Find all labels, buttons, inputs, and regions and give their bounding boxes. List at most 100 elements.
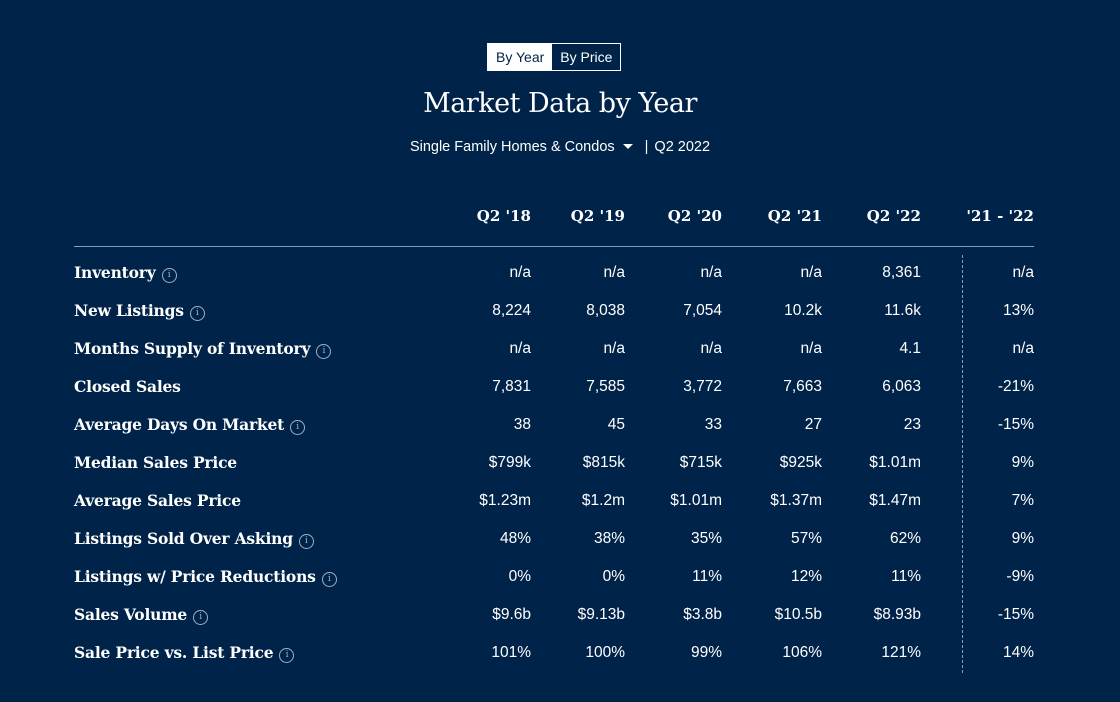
change-cell: -15% (997, 606, 1034, 623)
row-label: Average Sales Price (74, 488, 241, 514)
value-cell: 7,585 (586, 378, 625, 395)
value-cell: $9.6b (492, 606, 531, 623)
header-divider (74, 246, 1034, 247)
column-header: Q2 '21 (767, 207, 822, 225)
caret-down-icon (622, 143, 633, 149)
value-cell: $799k (488, 454, 531, 471)
table-row: Average Sales Price $1.23m $1.2m $1.01m $1.3… (0, 488, 1120, 514)
change-cell: -21% (997, 378, 1034, 395)
change-cell: n/a (1012, 264, 1034, 281)
value-cell: $1.37m (770, 492, 822, 509)
change-cell: 9% (1011, 454, 1034, 471)
row-label-text: New Listings (74, 301, 184, 320)
value-cell: 27 (804, 416, 822, 433)
property-type-label: Single Family Homes & Condos (409, 139, 615, 155)
value-cell: 12% (790, 568, 822, 585)
filter-separator: | (644, 139, 649, 155)
row-label: Listings w/ Price Reductions i (74, 564, 337, 590)
row-label: Sales Volume i (74, 602, 209, 628)
row-label-text: Inventory (74, 263, 156, 282)
table-row: Months Supply of Inventory i n/a n/a n/a n/a 4… (0, 336, 1120, 362)
value-cell: 101% (491, 644, 531, 661)
value-cell: $8.93b (873, 606, 921, 623)
row-label-text: Listings Sold Over Asking (74, 529, 293, 548)
period-label: Q2 2022 (654, 139, 711, 155)
table-row: Listings w/ Price Reductions i 0% 0% 11% 12% 1… (0, 564, 1120, 590)
value-cell: 4.1 (899, 340, 921, 357)
table-row: New Listings i 8,224 8,038 7,054 10.2k 11.6k 13… (0, 298, 1120, 324)
table-row: Closed Sales 7,831 7,585 3,772 7,663 6,063 -21… (0, 374, 1120, 400)
value-cell: 35% (690, 530, 722, 547)
value-cell: $10.5b (774, 606, 822, 623)
value-cell: 23 (903, 416, 921, 433)
value-cell: 48% (499, 530, 531, 547)
info-icon[interactable]: i (298, 534, 314, 549)
row-label: Median Sales Price (74, 450, 237, 476)
row-label: Inventory i (74, 260, 177, 286)
filter-bar: Single Family Homes & Condos | Q2 2022 (0, 139, 1120, 155)
value-cell: n/a (603, 264, 625, 281)
info-icon[interactable]: i (193, 610, 209, 625)
info-icon[interactable]: i (316, 344, 332, 359)
by-year-tab[interactable]: By Year (488, 44, 553, 70)
value-cell: 121% (881, 644, 921, 661)
value-cell: 11% (891, 568, 921, 585)
row-label: Sale Price vs. List Price i (74, 640, 295, 666)
column-header: Q2 '20 (667, 207, 722, 225)
value-cell: 7,831 (492, 378, 531, 395)
value-cell: n/a (603, 340, 625, 357)
info-icon[interactable]: i (161, 268, 177, 283)
value-cell: 0% (602, 568, 625, 585)
value-cell: 100% (585, 644, 625, 661)
value-cell: 11.6k (884, 302, 921, 319)
value-cell: 33 (704, 416, 722, 433)
value-cell: $1.01m (670, 492, 722, 509)
row-label: Listings Sold Over Asking i (74, 526, 314, 552)
property-type-dropdown[interactable]: Single Family Homes & Condos (410, 139, 639, 155)
view-toggle: By Year By Price (487, 43, 622, 71)
value-cell: 8,361 (882, 264, 921, 281)
row-label: New Listings i (74, 298, 205, 324)
row-label-text: Closed Sales (74, 377, 181, 396)
change-cell: -9% (1006, 568, 1034, 585)
change-cell: -15% (997, 416, 1034, 433)
column-header: Q2 '18 (476, 207, 531, 225)
change-cell: 13% (1002, 302, 1034, 319)
value-cell: 6,063 (882, 378, 921, 395)
value-cell: 45 (607, 416, 625, 433)
value-cell: 0% (508, 568, 531, 585)
value-cell: 7,054 (683, 302, 722, 319)
table-row: Median Sales Price $799k $815k $715k $925k $1… (0, 450, 1120, 476)
row-label: Months Supply of Inventory i (74, 336, 332, 362)
value-cell: n/a (509, 340, 531, 357)
change-column-divider (962, 255, 963, 673)
value-cell: $815k (582, 454, 625, 471)
row-label: Average Days On Market i (74, 412, 306, 438)
value-cell: 38% (593, 530, 625, 547)
value-cell: $925k (779, 454, 822, 471)
info-icon[interactable]: i (321, 572, 337, 587)
page-title: Market Data by Year (423, 88, 697, 119)
table-row: Sale Price vs. List Price i 101% 100% 99% 106… (0, 640, 1120, 666)
value-cell: 3,772 (683, 378, 722, 395)
value-cell: n/a (509, 264, 531, 281)
row-label-text: Listings w/ Price Reductions (74, 567, 316, 586)
column-header: Q2 '22 (866, 207, 921, 225)
table-row: Average Days On Market i 38 45 33 27 23 -15% (0, 412, 1120, 438)
info-icon[interactable]: i (189, 306, 205, 321)
change-cell: 14% (1002, 644, 1034, 661)
value-cell: 10.2k (784, 302, 822, 319)
value-cell: 38 (513, 416, 531, 433)
row-label-text: Average Days On Market (74, 415, 285, 434)
table-row: Inventory i n/a n/a n/a n/a 8,361 n/a (0, 260, 1120, 286)
table-row: Listings Sold Over Asking i 48% 38% 35% 57% 62… (0, 526, 1120, 552)
row-label-text: Sale Price vs. List Price (74, 643, 274, 662)
value-cell: n/a (800, 340, 822, 357)
info-icon[interactable]: i (290, 420, 306, 435)
info-icon[interactable]: i (279, 648, 295, 663)
value-cell: 106% (782, 644, 822, 661)
value-cell: 99% (690, 644, 722, 661)
value-cell: $1.47m (869, 492, 921, 509)
by-price-tab[interactable]: By Price (552, 44, 621, 70)
row-label-text: Average Sales Price (74, 491, 241, 510)
